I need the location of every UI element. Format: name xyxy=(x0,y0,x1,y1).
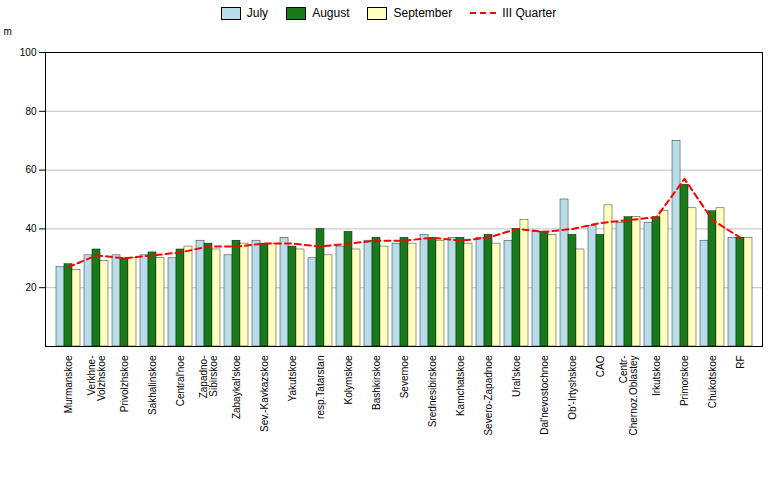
svg-text:Sakhalinskoe: Sakhalinskoe xyxy=(147,355,158,415)
svg-text:Ural'skoe: Ural'skoe xyxy=(511,355,522,397)
svg-text:Primorskoe: Primorskoe xyxy=(679,355,690,406)
svg-text:Privolzhskoe: Privolzhskoe xyxy=(119,355,130,412)
svg-text:Kamchatskoe: Kamchatskoe xyxy=(455,355,466,416)
svg-text:Ob'-Irtyshskoe: Ob'-Irtyshskoe xyxy=(567,355,578,420)
svg-text:Srednesibirskoe: Srednesibirskoe xyxy=(427,355,438,427)
svg-text:Yakutskoe: Yakutskoe xyxy=(287,355,298,401)
svg-text:Bashkirskoe: Bashkirskoe xyxy=(371,355,382,410)
svg-text:60: 60 xyxy=(25,164,37,175)
svg-text:Centr-Chernoz.Oblastey: Centr-Chernoz.Oblastey xyxy=(618,356,639,436)
svg-text:100: 100 xyxy=(20,47,37,58)
svg-text:resp.Tatarstan: resp.Tatarstan xyxy=(315,356,326,419)
html-text:August: August xyxy=(312,6,350,20)
svg-text:Zabaykal'skoe: Zabaykal'skoe xyxy=(231,355,242,419)
svg-text:Dal'nevostochnoe: Dal'nevostochnoe xyxy=(539,355,550,435)
svg-text:Severnoe: Severnoe xyxy=(399,355,410,398)
svg-text:Kolymskoe: Kolymskoe xyxy=(343,355,354,404)
svg-text:Zapadno-Sibirskoe: Zapadno-Sibirskoe xyxy=(198,355,219,398)
svg-text:80: 80 xyxy=(25,106,37,117)
html-text:III Quarter: III Quarter xyxy=(502,6,557,20)
svg-text:CAO: CAO xyxy=(595,355,606,377)
svg-text:Severo-Zapadnoe: Severo-Zapadnoe xyxy=(483,355,494,435)
svg-text:40: 40 xyxy=(25,223,37,234)
svg-text:20: 20 xyxy=(25,282,37,293)
svg-text:Irkutskoe: Irkutskoe xyxy=(651,355,662,396)
html-text:September: September xyxy=(393,6,453,20)
svg-text:m: m xyxy=(4,26,12,37)
svg-text:Sev.-Kavkazskoe: Sev.-Kavkazskoe xyxy=(259,355,270,432)
html-text:July: July xyxy=(246,6,269,20)
svg-text:Verkhne-Volzhskoe: Verkhne-Volzhskoe xyxy=(86,355,107,401)
svg-text:Chukotskoe: Chukotskoe xyxy=(707,355,718,408)
svg-text:Central'noe: Central'noe xyxy=(175,355,186,406)
svg-text:Murmanskoe: Murmanskoe xyxy=(63,355,74,413)
svg-text:RF: RF xyxy=(735,356,746,369)
